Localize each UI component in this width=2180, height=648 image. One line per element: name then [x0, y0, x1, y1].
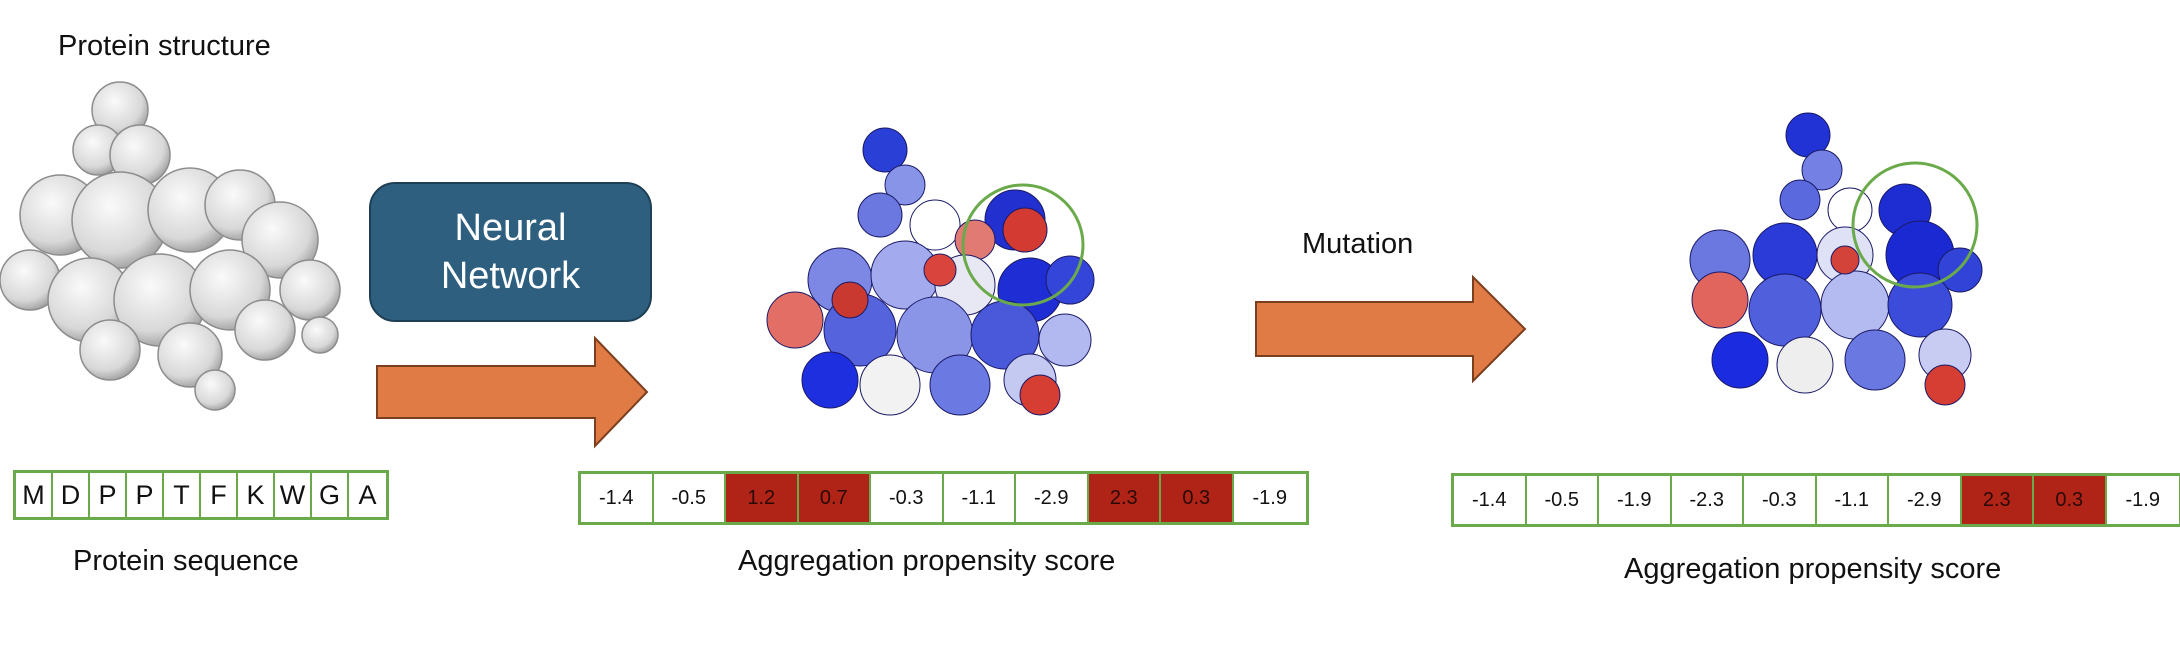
- score-cell: 0.3: [2034, 476, 2107, 524]
- sequence-cell: M: [16, 473, 53, 517]
- score-cell: 0.7: [798, 474, 871, 522]
- neural-network-line2: Network: [440, 255, 581, 297]
- sequence-cell: T: [164, 473, 201, 517]
- score-cell: -1.9: [1233, 474, 1306, 522]
- score-cell: -2.9: [1889, 476, 1962, 524]
- score-cell: 0.3: [1161, 474, 1234, 522]
- score-cell: 1.2: [726, 474, 799, 522]
- score-cell: 2.3: [1961, 476, 2034, 524]
- neural-network-line1: Neural: [454, 207, 567, 249]
- score-cell: -2.3: [1671, 476, 1744, 524]
- sequence-cell: G: [312, 473, 349, 517]
- sequence-cell: P: [127, 473, 164, 517]
- aggregation-score-label-after: Aggregation propensity score: [1624, 553, 2002, 585]
- sequence-cell: W: [275, 473, 312, 517]
- score-cell: -1.1: [943, 474, 1016, 522]
- sequence-cell: F: [201, 473, 238, 517]
- sequence-cell: A: [349, 473, 386, 517]
- protein-sequence-label: Protein sequence: [73, 545, 299, 577]
- score-cell: -0.3: [1744, 476, 1817, 524]
- score-row-before: -1.4 -0.5 1.2 0.7 -0.3 -1.1 -2.9 2.3 0.3 -1.9: [578, 471, 1309, 525]
- highlight-circle-before: [961, 183, 1085, 307]
- score-cell: -1.4: [581, 474, 654, 522]
- score-row-after: -1.4 -0.5 -1.9 -2.3 -0.3 -1.1 -2.9 2.3 0.3 -1.9: [1451, 473, 2180, 527]
- score-cell: -0.5: [1526, 476, 1599, 524]
- score-cell: -1.1: [1816, 476, 1889, 524]
- score-cell: -0.5: [653, 474, 726, 522]
- score-cell: -0.3: [871, 474, 944, 522]
- neural-network-box: Neural Network: [369, 182, 652, 322]
- sequence-cell: P: [90, 473, 127, 517]
- score-cell: -1.9: [1599, 476, 1672, 524]
- sequence-cell: D: [53, 473, 90, 517]
- score-cell: -1.4: [1454, 476, 1527, 524]
- highlight-circle-after: [1851, 161, 1979, 289]
- protein-structure-label: Protein structure: [58, 30, 271, 62]
- mutation-label: Mutation: [1302, 228, 1414, 260]
- score-cell: -1.9: [2106, 476, 2179, 524]
- score-cell: 2.3: [1088, 474, 1161, 522]
- sequence-cell: K: [238, 473, 275, 517]
- aggregation-score-label-before: Aggregation propensity score: [738, 545, 1116, 577]
- score-cell: -2.9: [1016, 474, 1089, 522]
